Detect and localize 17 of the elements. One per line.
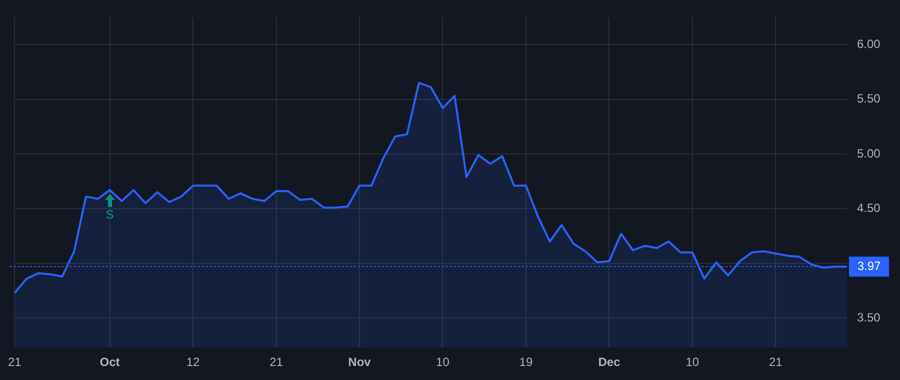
y-tick-label: 6.00: [857, 36, 881, 51]
x-tick-label: 21: [8, 355, 22, 370]
y-tick-label: 5.50: [857, 92, 881, 106]
x-tick-label: Nov: [348, 355, 372, 370]
x-tick-label: 10: [686, 355, 700, 370]
x-tick-label: Oct: [100, 355, 120, 370]
ref-line-label: 3.97: [857, 258, 881, 273]
x-tick-label: 10: [436, 355, 450, 370]
y-tick-label: 5.00: [857, 146, 881, 160]
x-tick-label: Dec: [598, 355, 621, 370]
annotation: S: [106, 207, 114, 222]
y-tick-label: 4.50: [857, 200, 881, 215]
y-tick-label: 3.50: [857, 310, 881, 324]
x-tick-label: 12: [186, 355, 200, 370]
x-tick-label: 21: [768, 355, 783, 370]
x-tick-label: 21: [270, 355, 284, 370]
x-tick-label: 19: [519, 355, 533, 370]
